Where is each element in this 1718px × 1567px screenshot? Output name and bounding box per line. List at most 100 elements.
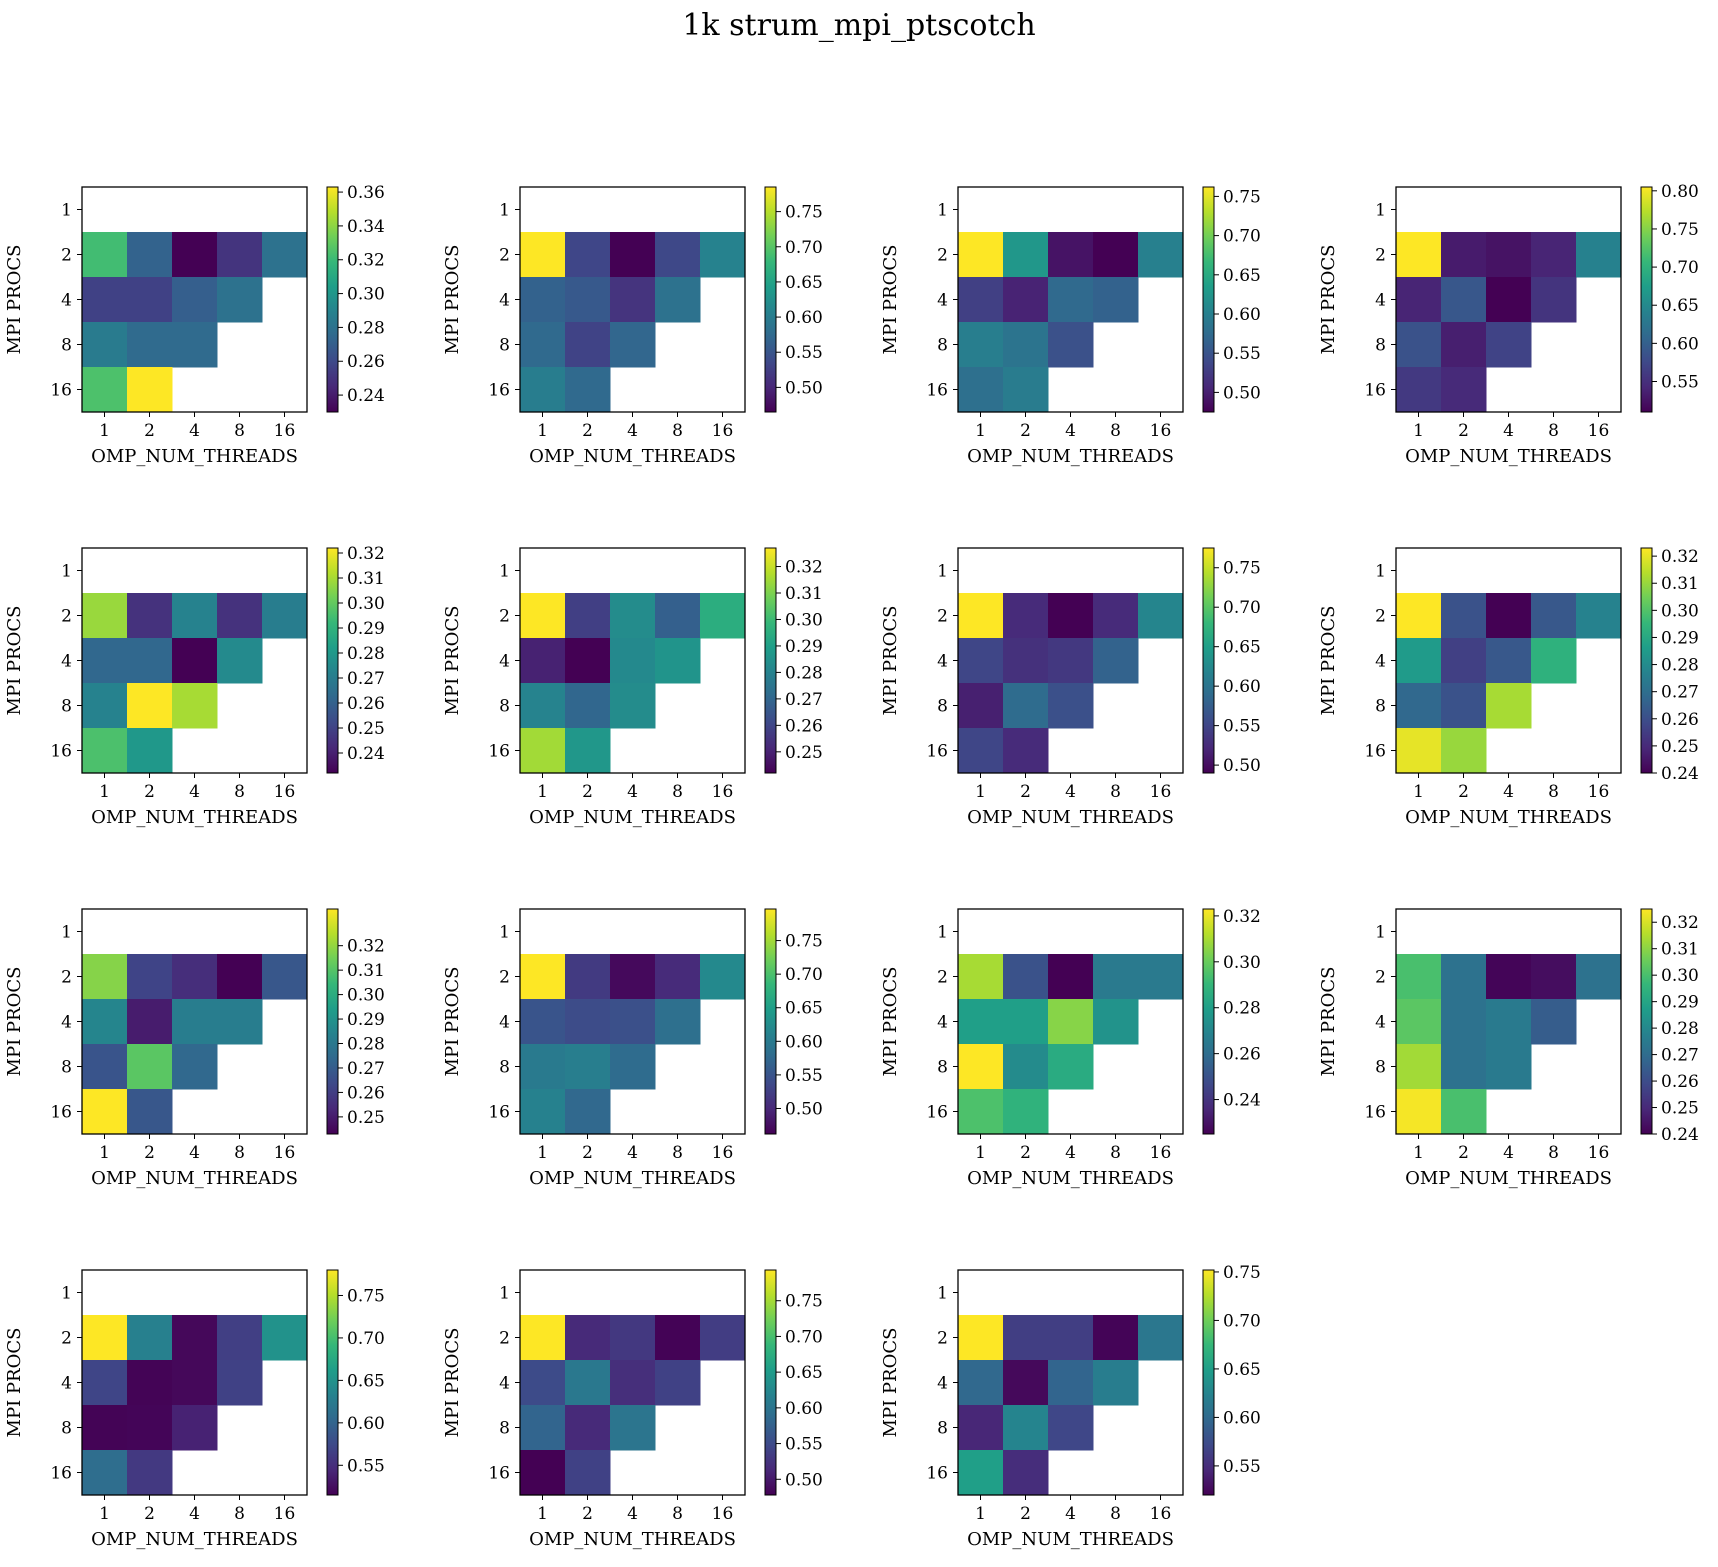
heatmap-cell — [958, 593, 1004, 639]
colorbar — [1202, 186, 1215, 413]
y-tick-label: 2 — [499, 968, 510, 988]
x-tick-label: 16 — [1150, 421, 1172, 441]
y-tick-label: 1 — [499, 1284, 510, 1304]
heatmap-cell — [1048, 683, 1094, 729]
heatmap-cell — [1003, 277, 1049, 323]
colorbar-tick-label: 0.55 — [1223, 1457, 1261, 1477]
y-tick-label: 2 — [1375, 246, 1386, 266]
heatmap-cell — [82, 232, 128, 278]
y-tick-label: 8 — [61, 1419, 72, 1439]
heatmap-cell — [1441, 999, 1487, 1045]
x-tick-label: 2 — [1020, 782, 1031, 802]
colorbar-tick-label: 0.50 — [785, 378, 823, 398]
heatmap-cell — [82, 322, 128, 368]
heatmap-cell — [610, 322, 656, 368]
colorbar-tick-label: 0.31 — [785, 584, 823, 604]
heatmap-cell — [1003, 322, 1049, 368]
heatmap-cell — [127, 683, 173, 729]
x-axis-label: OMP_NUM_THREADS — [1405, 446, 1612, 467]
colorbar — [764, 1269, 777, 1496]
heatmap-cell — [172, 638, 218, 684]
colorbar — [1202, 547, 1215, 774]
x-tick-label: 16 — [274, 782, 296, 802]
y-tick-label: 16 — [926, 1464, 948, 1484]
heatmap-cell — [1003, 954, 1049, 1000]
colorbar-tick-label: 0.75 — [1223, 1263, 1261, 1283]
heatmap-cell — [610, 1405, 656, 1451]
heatmap-cell — [958, 1360, 1004, 1406]
colorbar-tick-label: 0.70 — [785, 965, 823, 985]
y-tick-label: 16 — [926, 742, 948, 762]
heatmap-cell — [1396, 1044, 1442, 1090]
x-tick-label: 8 — [1110, 421, 1121, 441]
heatmap-cell — [1093, 1360, 1139, 1406]
heatmap-cell — [610, 1044, 656, 1090]
colorbar-tick-label: 0.55 — [1223, 717, 1261, 737]
x-tick-label: 2 — [1458, 421, 1469, 441]
heatmap-cell — [958, 954, 1004, 1000]
colorbar-tick-label: 0.32 — [347, 251, 385, 271]
heatmap-cell — [520, 277, 566, 323]
y-tick-label: 4 — [61, 1374, 72, 1394]
heatmap-cell — [655, 954, 701, 1000]
y-tick-label: 8 — [937, 1058, 948, 1078]
y-tick-label: 8 — [61, 1058, 72, 1078]
colorbar-tick-label: 0.65 — [347, 1371, 385, 1391]
heatmap-cell — [565, 999, 611, 1045]
colorbar-tick-label: 0.60 — [785, 1399, 823, 1419]
heatmap-cell — [1048, 593, 1094, 639]
heatmap-cell — [1003, 1405, 1049, 1451]
heatmap-cell — [1396, 954, 1442, 1000]
heatmap-cell — [1486, 638, 1532, 684]
y-tick-label: 16 — [488, 1464, 510, 1484]
heatmap-cell — [1531, 593, 1577, 639]
colorbar-tick-label: 0.25 — [1661, 1099, 1699, 1119]
x-axis-label: OMP_NUM_THREADS — [91, 1529, 298, 1550]
heatmap-cell — [262, 954, 308, 1000]
heatmap-cell — [1396, 683, 1442, 729]
heatmap-panel: 1 2 4 8 16 1 2 4 8 16 OMP_NUM_THREADS MPI PROCS 0.24… — [4, 183, 385, 467]
heatmap-cell — [1003, 232, 1049, 278]
heatmap-cell — [1138, 593, 1184, 639]
heatmap-cell — [1048, 1044, 1094, 1090]
colorbar-tick-label: 0.65 — [785, 999, 823, 1019]
colorbar-tick-label: 0.28 — [347, 318, 385, 338]
heatmap-cell — [655, 638, 701, 684]
x-tick-label: 1 — [975, 421, 986, 441]
y-tick-label: 1 — [61, 923, 72, 943]
x-axis-label: OMP_NUM_THREADS — [967, 807, 1174, 828]
heatmap-cell — [172, 999, 218, 1045]
heatmap-cell — [1003, 1089, 1049, 1135]
x-axis-label: OMP_NUM_THREADS — [1405, 807, 1612, 828]
y-tick-label: 4 — [499, 652, 510, 672]
colorbar-tick-label: 0.34 — [347, 217, 385, 237]
y-tick-label: 16 — [926, 381, 948, 401]
x-tick-label: 16 — [1150, 782, 1172, 802]
heatmap-cell — [217, 999, 263, 1045]
heatmap-cell — [127, 593, 173, 639]
y-axis-label: MPI PROCS — [4, 967, 25, 1077]
heatmap-cell — [127, 232, 173, 278]
heatmap-cell — [1486, 232, 1532, 278]
colorbar — [1202, 908, 1215, 1135]
y-tick-label: 4 — [1375, 1013, 1386, 1033]
heatmap-cell — [1138, 1315, 1184, 1361]
heatmap-cell — [127, 638, 173, 684]
colorbar-tick-label: 0.27 — [347, 669, 385, 689]
colorbar-tick-label: 0.29 — [347, 1010, 385, 1030]
heatmap-cell — [1396, 322, 1442, 368]
y-tick-label: 16 — [50, 742, 72, 762]
x-tick-label: 16 — [1150, 1504, 1172, 1524]
heatmap-cell — [1396, 367, 1442, 413]
colorbar-tick-label: 0.29 — [1661, 628, 1699, 648]
heatmap-cell — [565, 232, 611, 278]
x-tick-label: 16 — [1588, 1143, 1610, 1163]
y-tick-label: 4 — [499, 291, 510, 311]
x-tick-label: 8 — [672, 1143, 683, 1163]
colorbar-tick-label: 0.26 — [1661, 1072, 1699, 1092]
heatmap-cell — [1396, 638, 1442, 684]
heatmap-cell — [1531, 638, 1577, 684]
y-tick-label: 2 — [937, 607, 948, 627]
x-tick-label: 2 — [144, 1504, 155, 1524]
heatmap-cell — [565, 367, 611, 413]
